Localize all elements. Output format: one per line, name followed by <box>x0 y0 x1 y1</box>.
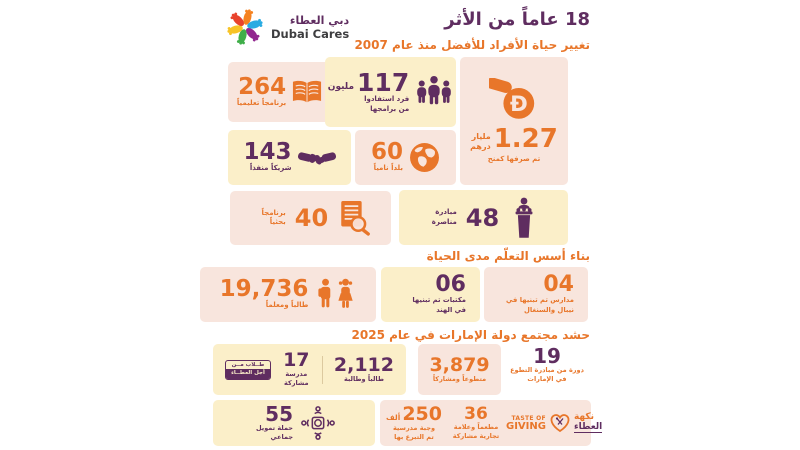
crowdfunding-value: 55 <box>265 402 293 427</box>
dubai-cares-hands-icon <box>227 9 263 45</box>
taste-of-giving-logo: TASTE OF GIVING نكهة العطاء <box>506 411 603 434</box>
stat-card-uae-schools: 2,112 طالباً وطالبة 17 مدرسة مشاركة طــل… <box>213 344 406 395</box>
logo-english-text: Dubai Cares <box>271 26 350 41</box>
tog-arabic-2: العطاء <box>573 421 603 434</box>
students-teachers-label: طالباً ومعلماً <box>265 301 309 310</box>
research-label: برنامجاً بحثياً <box>261 208 286 226</box>
countries-value: 60 <box>371 139 404 166</box>
programs-label: برنامجاً تعليمياً <box>236 98 287 107</box>
grants-unit-1: مليار <box>471 132 491 142</box>
grants-unit-2: درهم <box>470 141 491 151</box>
meals-label: وجبة مدرسية تم التبرع بها <box>392 423 436 441</box>
stat-card-countries: 60 بلداً نامياً <box>355 130 456 185</box>
badge-line1: طــلاب مــن <box>231 361 265 368</box>
people-group-icon <box>417 75 452 105</box>
partners-label: شريكاً منفذاً <box>249 164 292 173</box>
stat-card-volunteers: 3,879 متطوعاً ومشاركاً <box>418 344 501 395</box>
adopted-schools-label: مدارس تم تبنيها في نيبال والسنغال <box>506 296 574 314</box>
participating-schools-value: 17 <box>283 349 310 372</box>
badge-line2: أجل العطــاء <box>226 369 270 379</box>
crowdfunding-label: حملة تمويل جماعي <box>255 424 293 441</box>
tog-line2: GIVING <box>506 420 546 432</box>
grants-value: 1.27 <box>493 123 558 154</box>
dubai-cares-logo: دبي العطاء Dubai Cares <box>226 8 349 46</box>
stat-card-advocacy: 48 مبادرة مناصرة <box>399 190 568 245</box>
hand-dirham-icon: Đ <box>489 77 535 119</box>
stat-card-libraries: 06 مكتبات تم تبنيها في الهند <box>381 267 480 322</box>
pupils-label: طالباً وطالبة <box>343 374 384 383</box>
section3-title: حشد مجتمع دولة الإمارات في عام 2025 <box>351 328 590 342</box>
meals-value: 250 <box>402 402 442 425</box>
book-icon <box>293 80 322 102</box>
programs-value: 264 <box>238 73 287 100</box>
stat-volunteer-courses: 19 دورة من مبادرة التطوع في الإمارات <box>503 346 591 384</box>
stat-card-beneficiaries: 117 مليون فرد استفادوا من برامجها <box>325 57 456 127</box>
heart-utensils-icon <box>550 414 570 433</box>
research-value: 40 <box>294 204 329 232</box>
svg-text:Đ: Đ <box>510 91 528 116</box>
courses-value: 19 <box>533 344 561 368</box>
handshake-icon <box>297 151 336 164</box>
stat-card-students-teachers: 19,736 طالباً ومعلماً <box>200 267 376 322</box>
tog-arabic-1: نكهة <box>573 411 594 422</box>
stat-card-grants: Đ 1.27 مليار درهم تم صرفها كمنح <box>460 57 568 185</box>
beneficiaries-unit: مليون <box>327 81 355 92</box>
advocacy-label: مبادرة مناصرة <box>431 208 457 226</box>
logo-arabic-text: دبي العطاء <box>289 13 350 27</box>
divider <box>321 355 323 384</box>
globe-icon <box>410 143 439 172</box>
crowdfunding-icon <box>301 406 335 440</box>
beneficiaries-label: فرد استفادوا من برامجها <box>364 95 410 113</box>
stat-card-partners: 143 شريكاً منفذاً <box>228 130 351 185</box>
restaurants-value: 36 <box>464 403 488 424</box>
pupils-value: 2,112 <box>333 353 394 376</box>
stat-card-programs: 264 برنامجاً تعليمياً <box>228 62 331 122</box>
stat-card-research: 40 برنامجاً بحثياً <box>230 191 391 245</box>
volunteers-value: 3,879 <box>429 353 490 376</box>
podium-speaker-icon <box>515 197 533 238</box>
section1-title: تغيير حياة الأفراد للأفضل منذ عام 2007 <box>354 38 590 52</box>
students-icon <box>318 278 354 308</box>
section2-title: بناء أسس التعلّم مدى الحياة <box>426 249 590 263</box>
students-for-giving-badge: طــلاب مــن أجل العطــاء <box>225 359 271 380</box>
beneficiaries-value: 117 <box>357 68 410 98</box>
adopted-schools-value: 04 <box>543 272 574 298</box>
courses-label: دورة من مبادرة التطوع في الإمارات <box>510 366 584 383</box>
grants-label: تم صرفها كمنح <box>487 154 541 163</box>
advocacy-value: 48 <box>465 203 500 232</box>
tog-line1: TASTE OF <box>511 414 546 422</box>
volunteers-label: متطوعاً ومشاركاً <box>432 374 487 383</box>
countries-label: بلداً نامياً <box>373 164 404 173</box>
document-magnifier-icon <box>341 201 371 236</box>
stat-card-taste-of-giving: 250 ألف وجبة مدرسية تم التبرع بها 36 مطع… <box>380 400 603 446</box>
stat-card-adopted-schools: 04 مدارس تم تبنيها في نيبال والسنغال <box>484 267 588 322</box>
restaurants-label: مطعماً وعلامة تجارية مشاركة <box>452 422 500 440</box>
participating-schools-label: مدرسة مشاركة <box>284 370 309 387</box>
page-title: 18 عاماً من الأثر <box>444 9 590 30</box>
students-teachers-value: 19,736 <box>219 276 309 303</box>
libraries-label: مكتبات تم تبنيها في الهند <box>412 296 466 314</box>
stat-card-crowdfunding: 55 حملة تمويل جماعي <box>213 400 375 446</box>
libraries-value: 06 <box>435 272 466 298</box>
meals-unit: ألف <box>386 412 401 422</box>
partners-value: 143 <box>243 139 292 166</box>
